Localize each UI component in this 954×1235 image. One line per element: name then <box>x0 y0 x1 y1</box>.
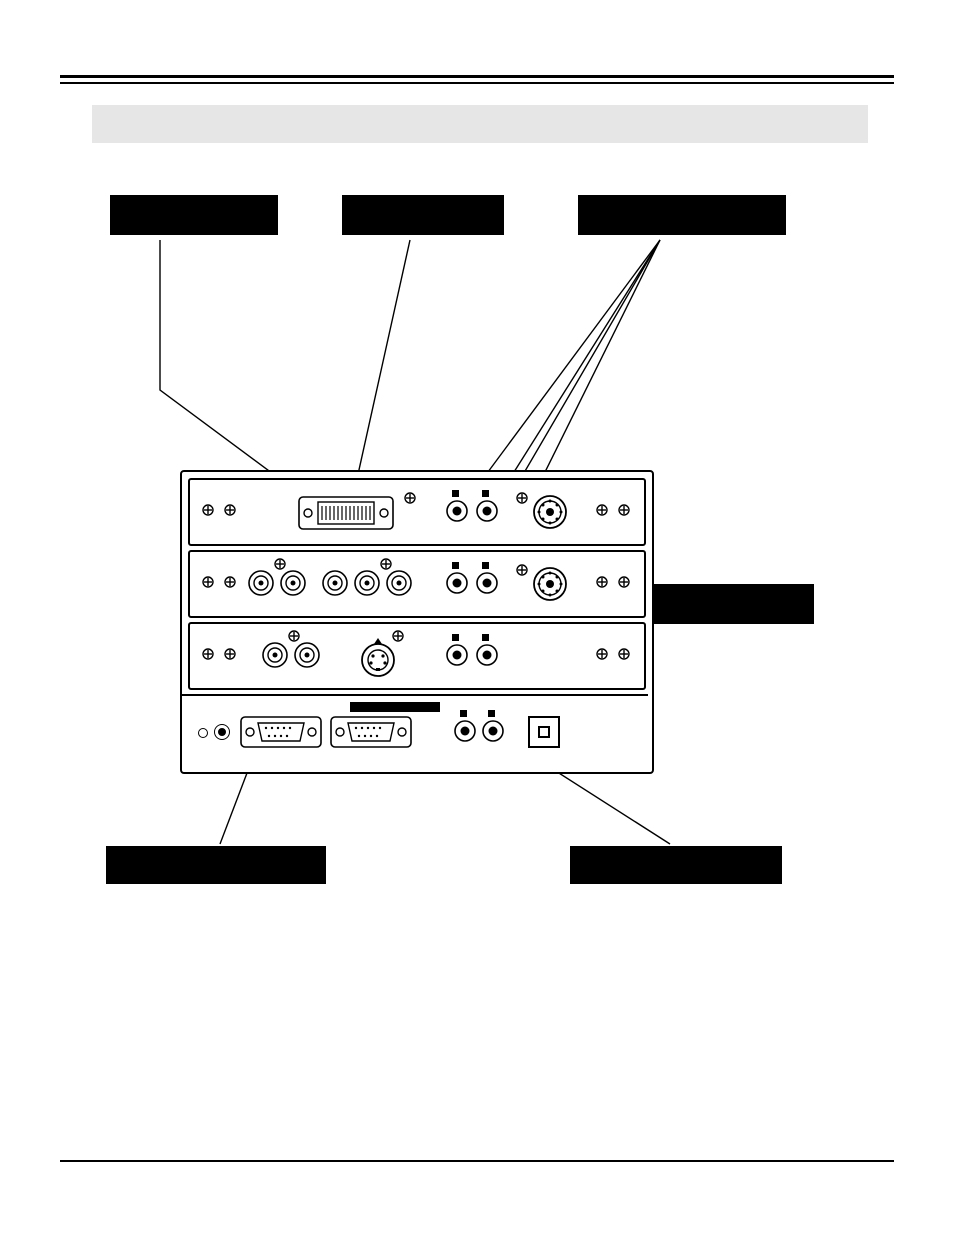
marker-icon <box>452 490 459 497</box>
footer-rule <box>60 1160 894 1162</box>
rca-jack-icon <box>446 572 468 594</box>
screw-icon <box>224 648 236 660</box>
slot-3 <box>188 622 646 690</box>
bnc-connector-icon <box>294 642 320 668</box>
rca-jack-icon <box>476 500 498 522</box>
dvi-connector-icon <box>298 496 394 530</box>
screw-icon <box>404 492 416 504</box>
bnc-connector-icon <box>280 570 306 596</box>
screw-icon <box>224 504 236 516</box>
slot-2 <box>188 550 646 618</box>
screw-icon <box>618 576 630 588</box>
jack-icon <box>218 728 226 736</box>
marker-icon <box>452 562 459 569</box>
combo-connector-icon <box>532 566 568 602</box>
slot-1 <box>188 478 646 546</box>
screw-icon <box>596 576 608 588</box>
rca-jack-icon <box>476 572 498 594</box>
combo-connector-icon <box>532 494 568 530</box>
bnc-connector-icon <box>386 570 412 596</box>
rca-jack-icon <box>454 720 476 742</box>
box-top-right <box>578 195 786 235</box>
marker-icon <box>488 710 495 717</box>
marker-icon <box>482 634 489 641</box>
box-top-left <box>110 195 278 235</box>
screw-icon <box>516 492 528 504</box>
screw-icon <box>618 504 630 516</box>
bnc-connector-icon <box>248 570 274 596</box>
screw-icon <box>596 648 608 660</box>
rca-jack-icon <box>476 644 498 666</box>
marker-icon <box>460 710 467 717</box>
screw-icon <box>618 648 630 660</box>
bnc-connector-icon <box>322 570 348 596</box>
marker-icon <box>452 634 459 641</box>
screw-icon <box>288 630 300 642</box>
d-sub-connector-icon <box>240 716 322 748</box>
box-bottom-left <box>106 846 326 884</box>
page <box>0 0 954 1235</box>
box-bottom-right <box>570 846 782 884</box>
marker-icon <box>482 562 489 569</box>
usb-port-icon <box>528 716 560 748</box>
label-strip <box>350 702 440 712</box>
heading-band <box>92 105 868 143</box>
bnc-connector-icon <box>262 642 288 668</box>
screw-icon <box>202 648 214 660</box>
screw-icon <box>224 576 236 588</box>
header-rule-2 <box>60 82 894 84</box>
rca-jack-icon <box>446 644 468 666</box>
screw-icon <box>274 558 286 570</box>
screw-icon <box>202 504 214 516</box>
box-top-center <box>342 195 504 235</box>
screw-icon <box>596 504 608 516</box>
jack-icon <box>198 728 208 738</box>
bnc-connector-icon <box>354 570 380 596</box>
rca-jack-icon <box>446 500 468 522</box>
header-rule-1 <box>60 75 894 78</box>
screw-icon <box>380 558 392 570</box>
base-panel <box>182 694 648 766</box>
s-video-connector-icon <box>358 638 398 678</box>
screw-icon <box>516 564 528 576</box>
box-mid-right <box>646 584 814 624</box>
marker-icon <box>482 490 489 497</box>
d-sub-connector-icon <box>330 716 412 748</box>
screw-icon <box>202 576 214 588</box>
rca-jack-icon <box>482 720 504 742</box>
